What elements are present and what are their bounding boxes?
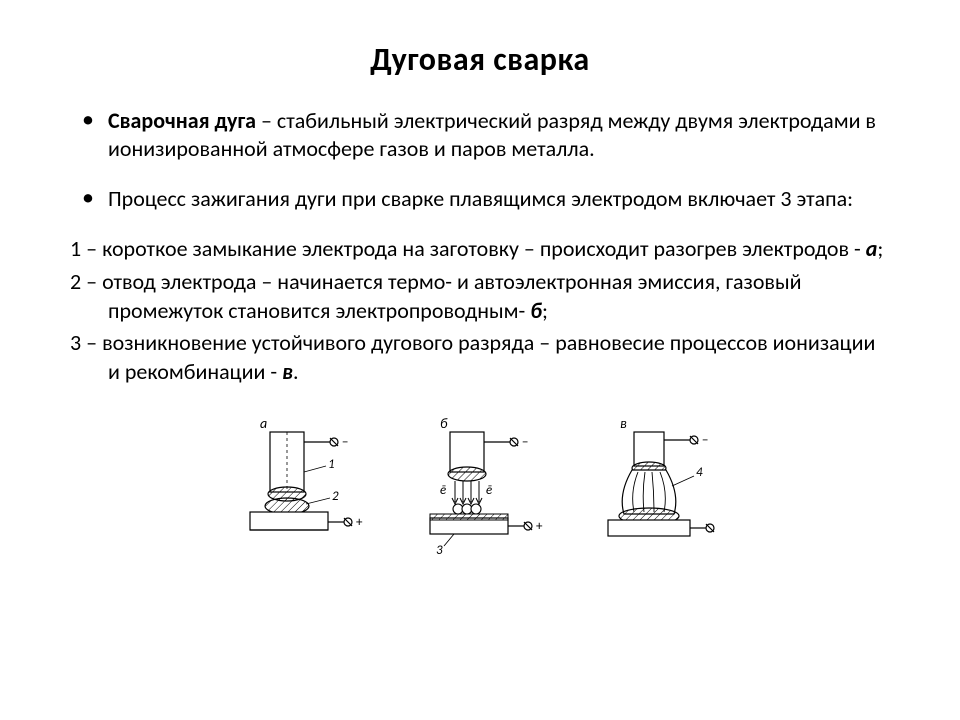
step3-num: 3 – [70,329,102,356]
figure-b: б ē ē − [410,414,550,564]
fig-b-callout-3: 3 [436,543,443,558]
fig-a-callout-2: 2 [332,489,339,504]
step2-label: б [530,297,542,324]
step2-end: ; [542,297,548,324]
fig-b-label: б [440,415,448,432]
figure-row: а − + 1 2 [70,414,890,564]
step1-end: ; [877,235,883,262]
step-1: 1 – короткое замыкание электрода на заго… [70,235,890,264]
step1-label: а [866,235,878,262]
step3-text: возникновение устойчивого дугового разря… [102,329,875,385]
step-3: 3 – возникновение устойчивого дугового р… [70,329,890,386]
figure-c: в − 4 [590,414,730,564]
fig-c-minus: − [702,433,708,448]
fig-a-callout-1: 1 [328,457,335,472]
bullet-item-2: Процесс зажигания дуги при сварке плавящ… [70,185,890,213]
fig-c-callout-4: 4 [696,465,703,480]
fig-a-plus: + [356,515,363,530]
step2-text: отвод электрода – начинается термо- и ав… [102,268,801,324]
fig-a-minus: − [342,435,348,450]
fig-b-minus: − [522,435,528,450]
fig-a-label: а [260,415,267,432]
fig-b-plus: + [536,519,543,534]
fig-b-e-right: ē [486,483,492,498]
figure-a: а − + 1 2 [230,414,370,564]
fig-c-label: в [620,415,627,432]
bullet-item-1: Сварочная дуга – стабильный электрически… [70,107,890,163]
page-title: Дуговая сварка [70,40,890,79]
bullet-list: Сварочная дуга – стабильный электрически… [70,107,890,213]
step1-num: 1 – [70,235,102,262]
bullet1-bold: Сварочная дуга [108,107,256,134]
slide: Дуговая сварка Сварочная дуга – стабильн… [0,0,960,720]
fig-b-e-left: ē [440,483,446,498]
step3-label: в [282,358,293,385]
step2-num: 2 – [70,268,102,295]
step1-text: короткое замыкание электрода на заготовк… [102,235,866,262]
steps-block: 1 – короткое замыкание электрода на заго… [70,235,890,386]
step-2: 2 – отвод электрода – начинается термо- … [70,268,890,325]
step3-end: . [293,358,299,385]
